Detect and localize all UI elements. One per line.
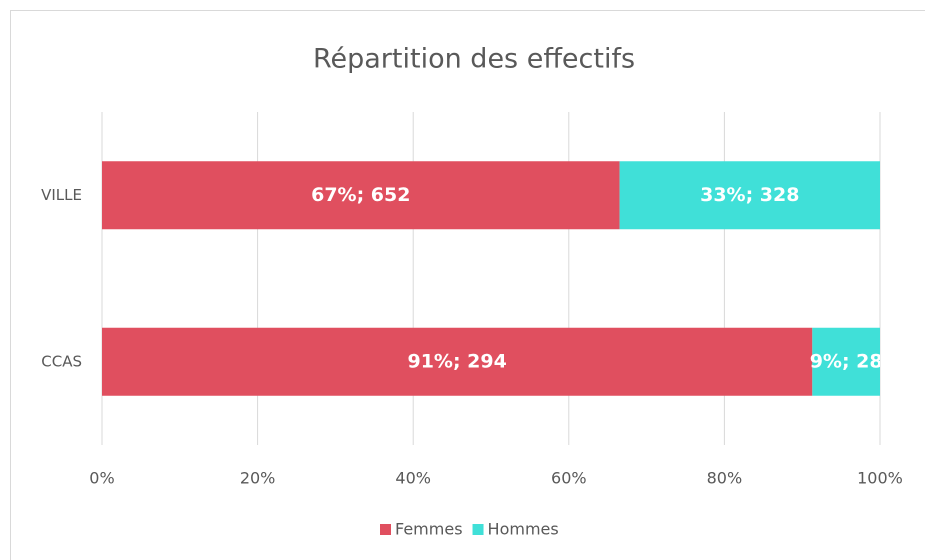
x-tick-label: 0% [89, 469, 114, 488]
legend-label: Hommes [488, 520, 559, 539]
chart-title: Répartition des effectifs [313, 44, 635, 75]
data-label: 9%; 28 [810, 350, 883, 372]
data-label: 91%; 294 [407, 350, 506, 372]
bar-segment [102, 161, 620, 230]
legend-swatch [380, 524, 391, 535]
x-tick-label: 40% [395, 469, 431, 488]
bar-labels: 67%; 652 33%; 328 91%; 294 9%; 28 [311, 184, 883, 373]
legend-label: Femmes [395, 520, 463, 539]
chart-frame [10, 10, 925, 560]
x-tick-label: 80% [707, 469, 743, 488]
y-tick-label: VILLE [41, 186, 82, 204]
data-label: 33%; 328 [700, 184, 799, 206]
bar-segment [619, 161, 880, 230]
data-label: 67%; 652 [311, 184, 410, 206]
y-tick-label: CCAS [41, 352, 82, 370]
x-tick-label: 100% [857, 469, 903, 488]
x-tick-label: 60% [551, 469, 587, 488]
x-tick-label: 20% [240, 469, 276, 488]
legend-swatch [472, 524, 484, 535]
legend: Femmes Hommes [380, 520, 559, 539]
bar-segment [812, 327, 880, 396]
bar-segment [102, 327, 813, 396]
